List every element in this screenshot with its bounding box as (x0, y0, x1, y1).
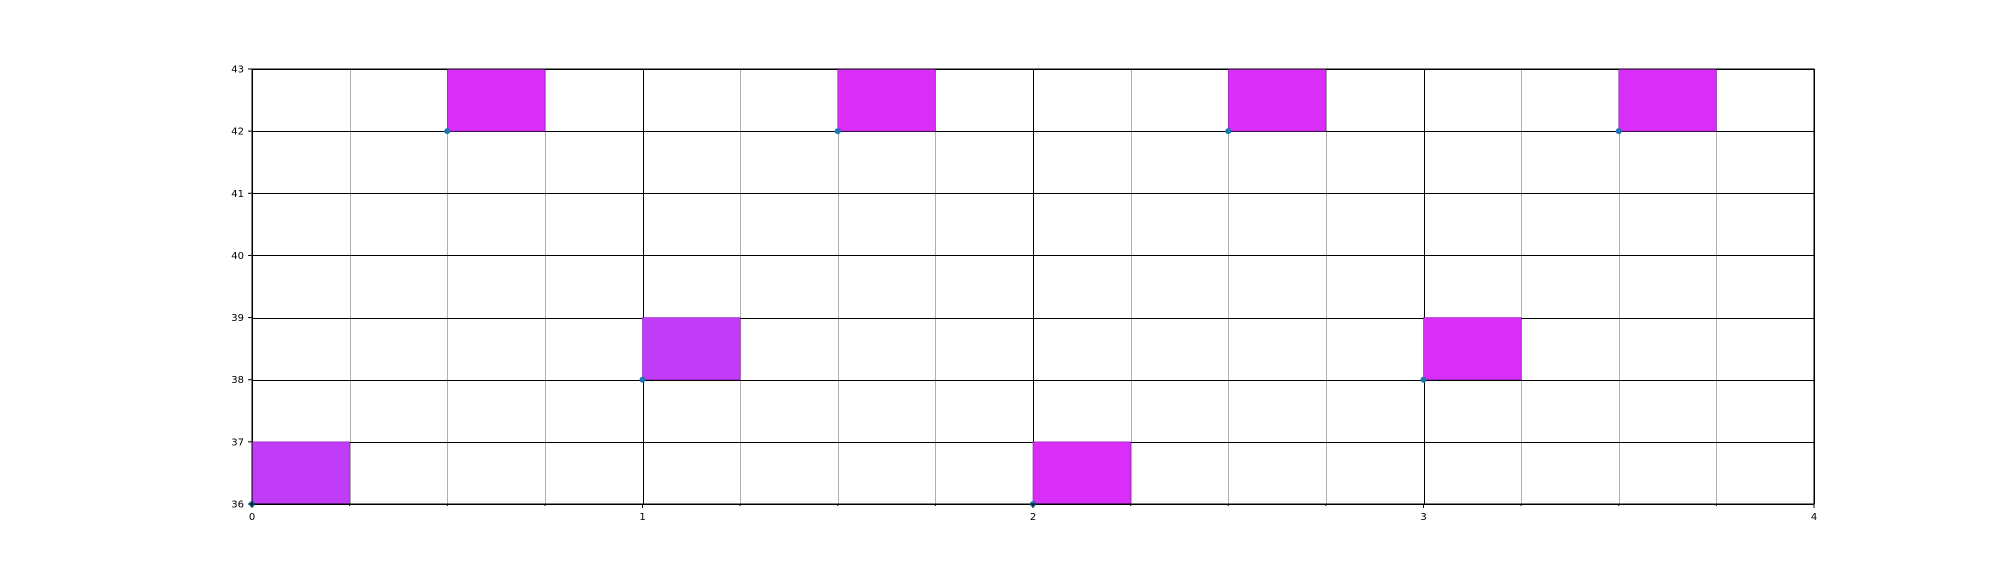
bar-patch (251, 441, 350, 505)
bar-patch (837, 68, 936, 132)
x-tick-label: 2 (1030, 512, 1036, 523)
data-point (1420, 376, 1427, 383)
y-axis-ticks: 36 37 38 39 40 41 42 43 (231, 65, 252, 511)
data-point (1615, 128, 1622, 135)
bar-patch (1227, 68, 1327, 132)
bar-patch (1618, 68, 1717, 132)
bar-patch (642, 317, 741, 381)
x-tick-label: 1 (639, 512, 645, 523)
y-tick-label: 41 (231, 189, 244, 200)
data-point (639, 376, 646, 383)
y-tick-label: 36 (231, 500, 244, 511)
y-tick-label: 42 (231, 127, 244, 138)
bar-patches (251, 68, 1717, 505)
x-tick-label: 0 (249, 512, 255, 523)
minor-grid-lines (350, 69, 1717, 504)
x-tick-label: 3 (1420, 512, 1426, 523)
data-point (444, 128, 451, 135)
scatter-points (249, 128, 1622, 507)
data-point (1225, 128, 1232, 135)
y-tick-label: 40 (231, 251, 244, 262)
y-tick-label: 43 (231, 65, 244, 76)
x-tick-label: 4 (1811, 512, 1817, 523)
y-tick-label: 39 (231, 313, 244, 324)
y-tick-label: 38 (231, 375, 244, 386)
bar-patch (1423, 317, 1522, 381)
y-tick-label: 37 (231, 437, 244, 448)
x-axis-ticks: 0 1 2 3 4 (249, 504, 1817, 523)
bar-patch (446, 68, 546, 132)
data-point (834, 128, 841, 135)
bar-patch (1032, 441, 1131, 505)
